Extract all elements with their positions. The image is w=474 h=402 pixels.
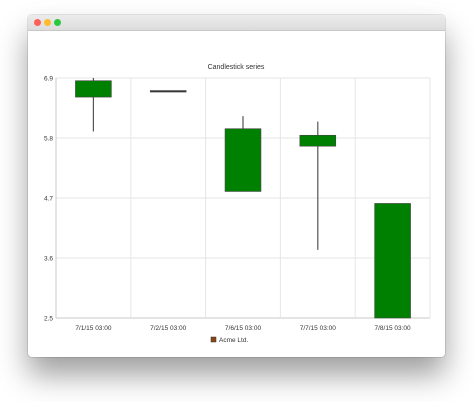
x-tick-label: 7/2/15 03:00 [150, 325, 187, 332]
y-tick-label: 6.9 [44, 76, 53, 83]
title-bar [28, 15, 445, 31]
candle-body[interactable] [374, 203, 411, 319]
minimize-button[interactable] [44, 19, 51, 26]
legend[interactable]: Acme Ltd. [210, 336, 248, 344]
x-tick-label: 7/1/15 03:00 [75, 325, 112, 332]
legend-marker [210, 336, 217, 343]
y-tick-label: 4.7 [44, 196, 53, 203]
chart-title: Candlestick series [208, 64, 265, 71]
candle-body[interactable] [75, 80, 112, 98]
zoom-button[interactable] [54, 19, 61, 26]
candle-body[interactable] [224, 128, 262, 192]
y-tick-label: 3.6 [44, 256, 53, 263]
x-tick-label: 7/6/15 03:00 [225, 325, 262, 332]
app-window: Candlestick series 6.9 5.8 4.7 3.6 2.5 7/1/1… [28, 15, 445, 357]
x-tick-label: 7/8/15 03:00 [375, 325, 412, 332]
x-tick-label: 7/7/15 03:00 [300, 325, 337, 332]
y-tick-label: 2.5 [44, 316, 53, 323]
y-tick-label: 5.8 [44, 136, 53, 143]
candle-body[interactable] [299, 134, 337, 147]
y-axis-ticks: 6.9 5.8 4.7 3.6 2.5 [44, 76, 53, 323]
candle-body[interactable] [149, 90, 187, 93]
x-axis-ticks: 7/1/15 03:00 7/2/15 03:00 7/6/15 03:00 7/7/… [75, 325, 411, 332]
candlestick-chart: Candlestick series 6.9 5.8 4.7 3.6 2.5 7/1/1… [44, 64, 431, 344]
grid-lines [55, 77, 431, 319]
close-button[interactable] [34, 19, 41, 26]
legend-label: Acme Ltd. [219, 337, 248, 344]
candles [75, 78, 411, 319]
chart-area: Candlestick series 6.9 5.8 4.7 3.6 2.5 7/1/1… [28, 31, 445, 357]
